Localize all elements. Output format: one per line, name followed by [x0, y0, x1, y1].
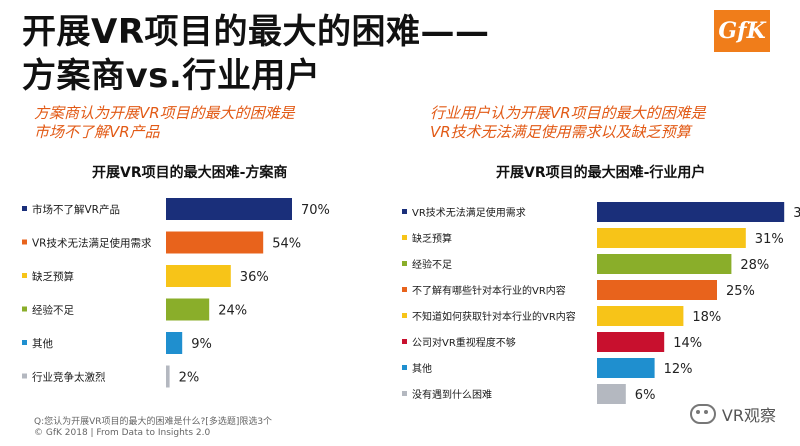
left-category-label: 其他 [32, 337, 53, 350]
left-conclusion-note: 方案商认为开展VR项目的最大的困难是 市场不了解VR产品 [34, 104, 295, 142]
left-legend-swatch [22, 273, 27, 278]
left-value-label: 24% [218, 304, 247, 319]
left-value-label: 36% [240, 270, 269, 285]
left-chart-title: 开展VR项目的最大困难-方案商 [92, 165, 288, 181]
left-value-label: 9% [191, 337, 212, 352]
left-value-label: 70% [301, 203, 330, 218]
left-bar [166, 198, 292, 220]
wechat-icon [689, 404, 716, 424]
gfk-logo: GfK [714, 10, 770, 52]
left-value-label: 54% [272, 237, 301, 252]
right-legend-swatch [402, 391, 407, 396]
right-category-label: 没有遇到什么困难 [412, 388, 492, 401]
left-legend-swatch [22, 373, 27, 379]
left-legend-swatch [22, 306, 27, 312]
watermark-text: VR观察 [721, 406, 776, 425]
left-category-label: 市场不了解VR产品 [32, 203, 120, 216]
right-value-label: 6% [635, 388, 656, 403]
right-bar [597, 280, 717, 300]
left-category-label: VR技术无法满足使用需求 [32, 237, 152, 250]
right-value-label: 14% [673, 336, 702, 351]
wechat-watermark: VR观察 [689, 402, 776, 426]
right-legend-swatch [402, 287, 407, 292]
right-legend-swatch [402, 209, 407, 214]
right-note-line-1: 行业用户认为开展VR项目的最大的困难是 [430, 104, 706, 122]
right-category-label: VR技术无法满足使用需求 [412, 206, 526, 219]
right-bar [597, 228, 746, 248]
left-legend-swatch [22, 206, 27, 211]
left-bar [166, 298, 210, 321]
right-value-label: 12% [664, 362, 693, 377]
right-legend-swatch [402, 365, 407, 370]
left-note-line-2: 市场不了解VR产品 [34, 123, 160, 141]
left-note-line-1: 方案商认为开展VR项目的最大的困难是 [34, 104, 295, 122]
left-bar [166, 365, 170, 388]
right-category-label: 其他 [412, 362, 432, 375]
survey-question-footnote: Q:您认为开展VR项目的最大的困难是什么?[多选题]限选3个 [34, 417, 273, 427]
right-bar [597, 306, 684, 326]
copyright-text: © GfK 2018 | From Data to Insights 2.0 [34, 428, 211, 438]
right-value-label: 28% [740, 258, 769, 273]
right-legend-swatch [402, 339, 407, 344]
left-bar [166, 265, 231, 287]
right-value-label: 39% [793, 206, 800, 221]
page-title-line-1: 开展VR项目的最大的困难—— [22, 12, 490, 52]
right-value-label: 31% [755, 232, 784, 247]
left-category-label: 经验不足 [32, 304, 74, 317]
right-chart-title: 开展VR项目的最大困难-行业用户 [496, 165, 706, 181]
right-value-label: 18% [692, 310, 721, 325]
right-category-label: 不知道如何获取针对本行业的VR内容 [412, 310, 576, 323]
left-legend-swatch [22, 340, 27, 345]
right-bar [597, 358, 655, 378]
right-category-label: 经验不足 [412, 258, 452, 271]
right-legend-swatch [402, 235, 407, 240]
left-value-label: 2% [179, 371, 200, 386]
right-bar [597, 384, 626, 404]
right-category-label: 缺乏预算 [412, 232, 452, 245]
left-bar [166, 231, 264, 254]
right-bar [597, 332, 665, 352]
right-note-line-2: VR技术无法满足使用需求以及缺乏预算 [430, 123, 691, 141]
left-category-label: 行业竞争太激烈 [32, 371, 106, 384]
right-value-label: 25% [726, 284, 755, 299]
right-legend-swatch [402, 313, 407, 318]
right-bar [597, 202, 785, 222]
right-legend-swatch [402, 261, 407, 266]
left-category-label: 缺乏预算 [32, 270, 74, 283]
right-category-label: 公司对VR重视程度不够 [412, 336, 516, 349]
right-bar [597, 254, 732, 274]
left-bar [166, 332, 183, 354]
page-title-line-2: 方案商vs.行业用户 [22, 56, 321, 96]
left-legend-swatch [22, 239, 27, 245]
right-conclusion-note: 行业用户认为开展VR项目的最大的困难是 VR技术无法满足使用需求以及缺乏预算 [430, 104, 706, 142]
right-category-label: 不了解有哪些针对本行业的VR内容 [412, 284, 566, 297]
